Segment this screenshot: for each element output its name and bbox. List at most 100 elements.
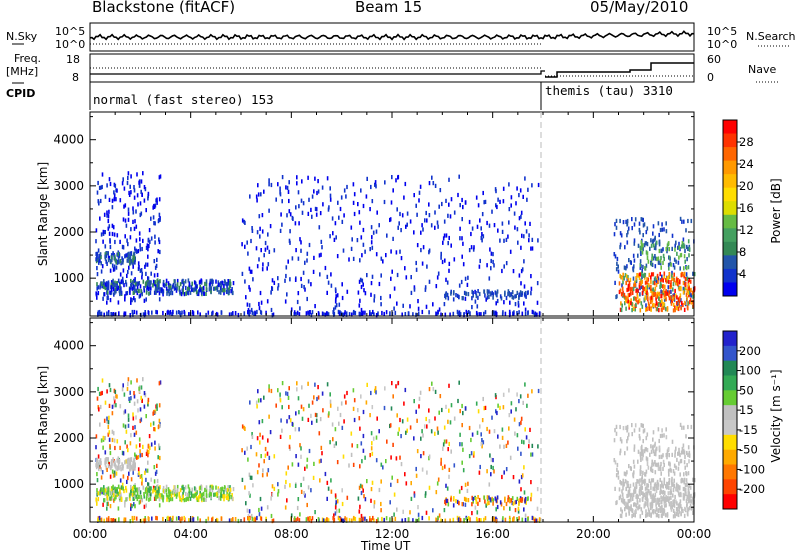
power-cell	[150, 280, 152, 285]
velocity-cell	[502, 516, 504, 521]
power-cell	[536, 281, 539, 286]
power-cell	[307, 310, 309, 315]
velocity-cell	[405, 481, 408, 486]
power-cell	[294, 221, 297, 226]
power-cell	[156, 278, 159, 283]
velocity-cell	[428, 485, 431, 490]
power-cell	[627, 283, 630, 288]
velocity-cell	[468, 425, 471, 431]
power-cell	[405, 224, 407, 229]
velocity-cell	[287, 395, 290, 400]
power-cell	[136, 249, 138, 254]
power-cell	[525, 229, 528, 234]
power-cell	[113, 197, 116, 202]
power-cell	[631, 217, 633, 222]
velocity-cell	[667, 485, 669, 490]
power-cell	[120, 279, 123, 284]
velocity-cell	[97, 491, 99, 496]
velocity-cell	[139, 418, 142, 424]
power-cell	[627, 299, 630, 304]
velocity-cell	[215, 517, 218, 523]
power-cell	[109, 244, 112, 250]
power-cell	[132, 258, 134, 263]
velocity-cell	[628, 464, 630, 469]
velocity-cell	[109, 474, 112, 479]
power-cell	[631, 290, 634, 295]
velocity-cell	[633, 444, 636, 449]
velocity-cell	[130, 396, 132, 401]
power-cell	[507, 234, 509, 239]
power-cell	[415, 260, 417, 266]
power-cell	[462, 205, 464, 210]
nsearch-axis-top: 10^5	[707, 25, 738, 38]
power-cell	[686, 257, 688, 262]
power-cell	[515, 201, 517, 206]
velocity-cell	[141, 398, 143, 403]
power-cell	[346, 184, 348, 190]
velocity-cell	[125, 485, 127, 491]
velocity-cell	[452, 517, 455, 522]
power-cell	[531, 246, 534, 251]
velocity-cell	[200, 496, 203, 501]
velocity-cell	[632, 482, 635, 487]
power-cell	[650, 275, 652, 280]
power-cell	[155, 263, 158, 268]
velocity-cell	[647, 507, 650, 512]
velocity-cell	[361, 484, 364, 489]
velocity-cell	[626, 505, 628, 510]
velocity-cell	[518, 498, 520, 503]
velocity-cell	[395, 456, 398, 461]
power-cell	[642, 247, 644, 252]
power-cell	[162, 279, 165, 285]
power-cell	[370, 292, 372, 297]
velocity-cell	[399, 455, 401, 460]
velocity-cell	[647, 498, 649, 503]
velocity-cell	[220, 489, 223, 494]
power-cell	[660, 255, 662, 261]
velocity-cell	[437, 515, 439, 520]
power-cell	[678, 255, 680, 260]
velocity-cell	[216, 518, 219, 523]
power-cell	[280, 212, 282, 217]
power-cell	[689, 288, 691, 293]
y-tick-label: 3000	[53, 179, 84, 193]
velocity-cell	[95, 434, 98, 439]
power-cell	[363, 288, 365, 293]
velocity-cell	[110, 496, 112, 502]
power-cell	[659, 284, 661, 289]
velocity-cell	[258, 420, 261, 425]
power-cell	[345, 194, 347, 199]
power-cell	[104, 244, 107, 249]
power-cell	[474, 289, 476, 294]
power-cell	[677, 297, 680, 302]
power-cell	[97, 291, 100, 296]
velocity-cell	[630, 497, 632, 502]
power-cell	[252, 277, 254, 282]
power-cell	[668, 293, 670, 298]
power-cell	[322, 202, 324, 207]
x-axis-title: Time UT	[361, 539, 411, 553]
velocity-cell	[633, 502, 635, 507]
velocity-cell	[230, 495, 232, 500]
power-cell	[261, 213, 264, 218]
velocity-cell	[295, 454, 297, 459]
velocity-cell	[117, 461, 120, 466]
power-cell	[168, 292, 170, 297]
power-cell	[652, 224, 655, 229]
velocity-cell	[346, 390, 348, 396]
freq-label: Freq.	[14, 52, 42, 65]
velocity-cell	[111, 461, 113, 466]
velocity-cell	[687, 489, 690, 494]
velocity-cell	[130, 506, 132, 511]
velocity-cell	[102, 502, 104, 507]
velocity-cell	[441, 407, 443, 413]
power-cell	[168, 310, 170, 315]
velocity-cell	[360, 441, 363, 446]
power-cell	[634, 217, 637, 222]
power-cell	[98, 185, 101, 190]
power-cell	[404, 181, 407, 187]
power-cell	[535, 312, 538, 317]
velocity-cell	[647, 512, 649, 517]
power-cell	[482, 190, 484, 196]
velocity-cell	[150, 422, 152, 427]
